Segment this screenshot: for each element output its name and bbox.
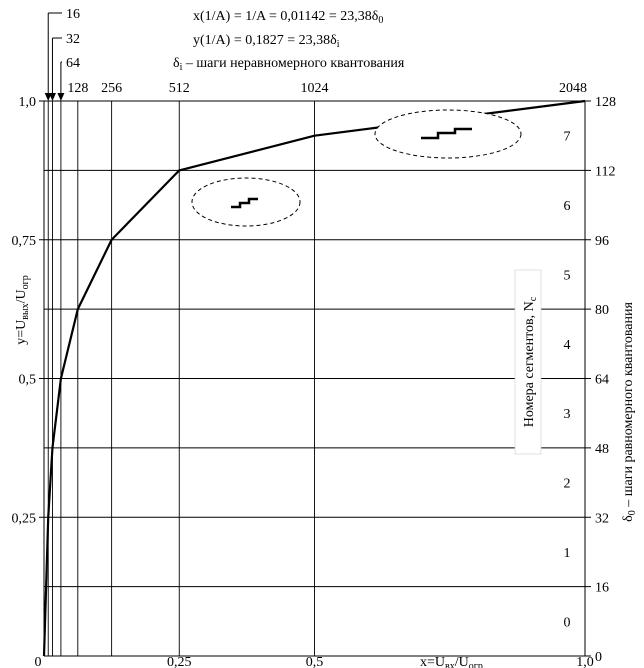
top-tick-label: 512 xyxy=(169,81,190,96)
header-line-1: x(1/A) = 1/A = 0,01142 = 23,38δ0 xyxy=(193,9,383,26)
x-tick-label: 0,5 xyxy=(306,655,324,668)
curve-layer xyxy=(42,99,586,657)
top-tick-label: 1024 xyxy=(301,81,329,96)
y-tick-label-left: 0,75 xyxy=(12,234,37,249)
right-axis-label: δ0 – шаги равномерного квантования xyxy=(621,302,638,522)
top-tick-label: 2048 xyxy=(559,81,587,96)
quantization-steps-icon xyxy=(231,197,258,209)
top-tick-label: 256 xyxy=(101,81,122,96)
y-axis-label: y=Uвых/Uогр xyxy=(14,275,31,345)
quantization-steps-icon xyxy=(421,127,472,140)
chart-header: x(1/A) = 1/A = 0,01142 = 23,38δ0 y(1/A) =… xyxy=(173,9,405,73)
y-tick-label-left: 0,5 xyxy=(19,373,37,388)
down-arrow-icon xyxy=(57,93,65,101)
arrow-tick-label: 16 xyxy=(66,7,80,22)
segment-number: 6 xyxy=(564,199,571,214)
arrow-tick-label: 32 xyxy=(66,32,80,47)
y-tick-label-right: 96 xyxy=(595,234,609,249)
step-callouts xyxy=(191,109,522,227)
segment-number: 4 xyxy=(564,338,571,353)
down-arrow-icon xyxy=(48,93,56,101)
header-line-3: δi – шаги неравномерного квантования xyxy=(173,56,405,73)
segments-axis-label: Номера сегментов, Nc xyxy=(522,296,539,427)
piecewise-linear-curve xyxy=(42,99,586,657)
y-tick-label-right: 64 xyxy=(595,373,609,388)
header-line-2: y(1/A) = 0,1827 = 23,38δi xyxy=(193,33,340,50)
y-tick-label-right: 16 xyxy=(595,581,609,596)
x-tick-label: 0,25 xyxy=(167,655,192,668)
y-tick-label-right: 48 xyxy=(595,442,609,457)
y-tick-label-right: 80 xyxy=(595,303,609,318)
arrow-tick-label: 64 xyxy=(66,56,80,71)
y-tick-label-right: 32 xyxy=(595,511,609,526)
x-tick-label: 0 xyxy=(35,655,42,668)
segment-number: 0 xyxy=(564,615,571,630)
y-tick-label-right: 128 xyxy=(595,95,616,110)
x-axis-label: x=Uвх/Uогр xyxy=(420,655,483,668)
x-tick-label: 1,0 xyxy=(576,655,594,668)
segment-number: 2 xyxy=(564,477,571,492)
segments-label-box xyxy=(514,269,542,455)
segment-number: 7 xyxy=(564,130,571,145)
plot-frame xyxy=(39,100,591,657)
segment-number: 3 xyxy=(564,407,571,422)
y-tick-label-left: 0,25 xyxy=(12,511,37,526)
y-tick-label-left: 1,0 xyxy=(19,95,37,110)
segment-number: 1 xyxy=(564,546,571,561)
y-tick-label-right: 0 xyxy=(595,650,602,665)
segment-number: 5 xyxy=(564,268,571,283)
y-tick-label-right: 112 xyxy=(595,164,615,179)
grid-lines xyxy=(44,100,586,657)
top-tick-label: 128 xyxy=(67,81,88,96)
